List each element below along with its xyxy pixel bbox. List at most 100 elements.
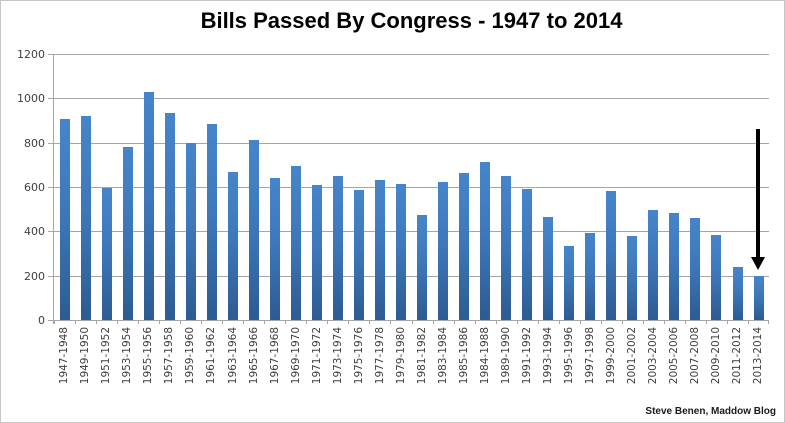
bar-cell: [306, 54, 327, 320]
bar-cell: [622, 54, 643, 320]
bar: [122, 146, 133, 320]
x-axis-label-cell: 2003-2004: [643, 327, 664, 384]
bar-cell: [433, 54, 454, 320]
y-axis-tick: [48, 187, 54, 188]
bar: [459, 172, 470, 320]
x-axis-label-cell: 1975-1976: [348, 327, 369, 384]
x-axis-label-cell: 1967-1968: [264, 327, 285, 384]
x-axis-label: 1947-1948: [58, 327, 71, 385]
chart-title: Bills Passed By Congress - 1947 to 2014: [200, 8, 623, 33]
down-arrow-icon: [751, 257, 766, 270]
x-axis-label: 1959-1960: [184, 327, 197, 385]
bar-cell: [180, 54, 201, 320]
down-arrow-shaft: [756, 129, 761, 258]
bar: [269, 178, 280, 320]
bar-cell: [517, 54, 538, 320]
x-axis-label: 1989-1990: [499, 327, 512, 385]
bar: [59, 119, 70, 320]
x-axis-tick: [117, 320, 119, 324]
x-axis-label-cell: 1991-1992: [517, 327, 538, 384]
x-axis-label-cell: 1961-1962: [201, 327, 222, 384]
x-axis-labels: 1947-1948 1949-1950 1951-1952 1953-1954 1955…: [54, 327, 769, 384]
x-axis-tick: [768, 320, 769, 324]
x-axis-tick: [558, 320, 560, 324]
x-axis-tick: [306, 320, 308, 324]
bar: [143, 92, 154, 320]
x-axis-tick: [663, 320, 665, 324]
bar: [690, 218, 701, 320]
x-axis-tick: [411, 320, 413, 324]
bar-cell: [75, 54, 96, 320]
y-axis-label: 1200: [17, 48, 45, 61]
x-axis-label-cell: 1993-1994: [538, 327, 559, 384]
bar: [438, 181, 449, 320]
y-axis-label: 400: [24, 225, 45, 238]
bar: [417, 215, 428, 320]
x-axis-label-cell: 1971-1972: [306, 327, 327, 384]
x-axis-tick: [432, 320, 434, 324]
x-axis-tick: [201, 320, 203, 324]
y-axis-label: 1000: [17, 92, 45, 105]
x-axis-label: 2007-2008: [689, 327, 702, 385]
bar: [374, 179, 385, 320]
x-axis-label-cell: 1957-1958: [159, 327, 180, 384]
bar: [480, 162, 491, 320]
bar-cell: [643, 54, 664, 320]
bar-cell: [54, 54, 75, 320]
x-axis-label: 1991-1992: [520, 327, 533, 385]
x-axis-label: 1983-1984: [436, 327, 449, 385]
bar-cell: [748, 54, 769, 320]
x-axis-tick: [96, 320, 98, 324]
bar-cell: [706, 54, 727, 320]
bars-row: [54, 54, 769, 320]
y-axis-line: [53, 54, 54, 324]
x-axis-tick: [726, 320, 728, 324]
bar: [732, 267, 743, 320]
gridline: [54, 54, 769, 55]
x-axis-tick: [642, 320, 644, 324]
bar-cell: [538, 54, 559, 320]
x-axis-tick: [180, 320, 182, 324]
bar: [627, 236, 638, 320]
x-axis-tick: [705, 320, 707, 324]
x-axis-tick: [516, 320, 518, 324]
bar: [164, 112, 175, 320]
y-axis-tick: [48, 231, 54, 232]
x-axis-tick: [684, 320, 686, 324]
x-axis-label: 1977-1978: [373, 327, 386, 385]
x-axis-tick: [369, 320, 371, 324]
bar: [753, 276, 764, 320]
x-axis-label-cell: 1984-1988: [475, 327, 496, 384]
x-axis-tick: [222, 320, 224, 324]
bar: [101, 188, 112, 320]
bar-cell: [96, 54, 117, 320]
x-axis-tick: [453, 320, 455, 324]
x-axis-tick: [474, 320, 476, 324]
x-axis-tick: [537, 320, 539, 324]
x-axis-label-cell: 2013-2014: [748, 327, 769, 384]
x-axis-label-cell: 2001-2002: [622, 327, 643, 384]
x-axis-label-cell: 1985-1986: [454, 327, 475, 384]
bar: [501, 175, 512, 320]
x-axis-label-cell: 2007-2008: [685, 327, 706, 384]
bar: [543, 216, 554, 320]
x-axis-label: 2009-2010: [710, 327, 723, 385]
bar: [606, 191, 617, 320]
bar: [711, 235, 722, 320]
bar-cell: [285, 54, 306, 320]
attribution: Steve Benen, Maddow Blog: [645, 406, 776, 417]
bar: [290, 165, 301, 320]
x-axis-label-cell: 1965-1966: [243, 327, 264, 384]
bar-cell: [264, 54, 285, 320]
bar: [311, 185, 322, 320]
x-axis-label: 1973-1974: [331, 327, 344, 385]
x-axis-tick: [621, 320, 623, 324]
x-axis-label: 2003-2004: [647, 327, 660, 385]
bar: [185, 142, 196, 320]
x-axis-label: 1963-1964: [226, 327, 239, 385]
bar: [80, 115, 91, 320]
x-axis-label-cell: 1995-1996: [559, 327, 580, 384]
x-axis-label-cell: 1989-1990: [496, 327, 517, 384]
x-axis-label-cell: 1999-2000: [601, 327, 622, 384]
bar-cell: [159, 54, 180, 320]
